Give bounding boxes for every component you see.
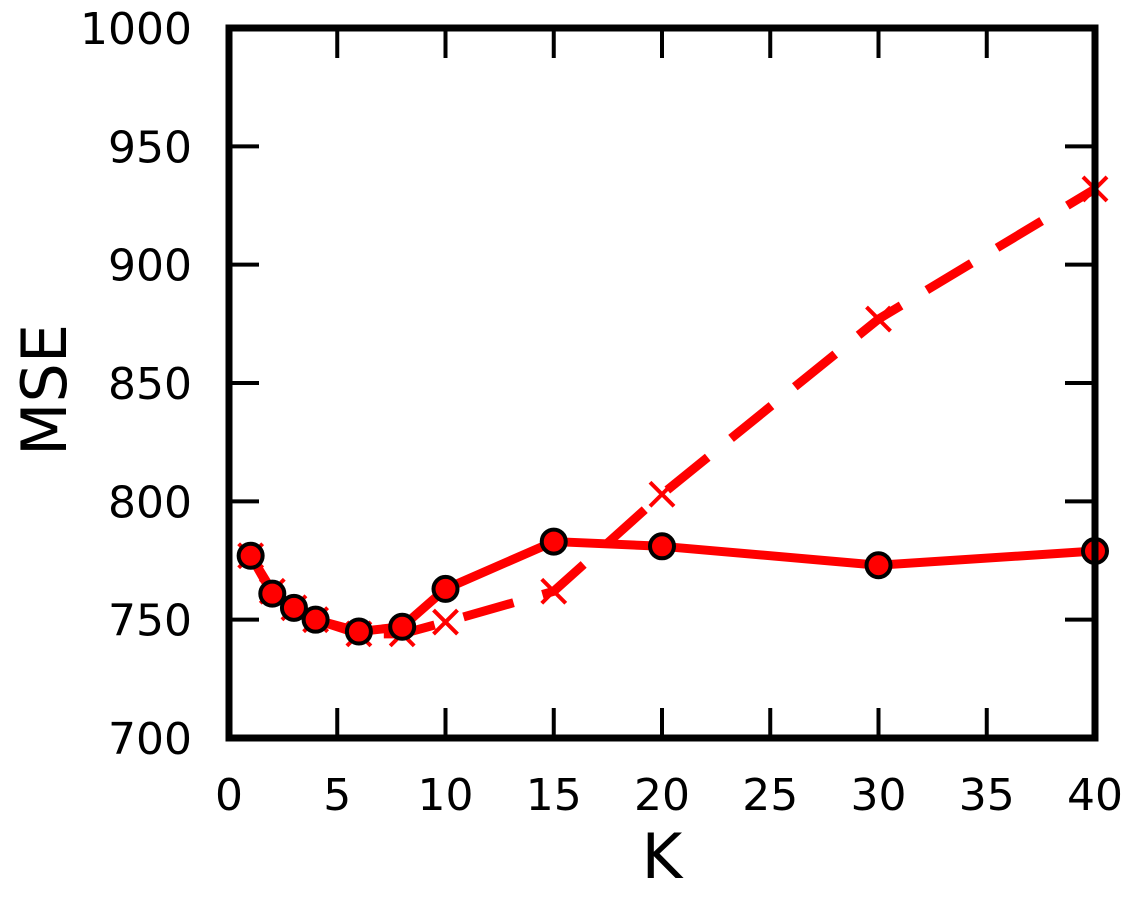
x-tick-label: 30 <box>851 770 907 821</box>
data-point-circle <box>539 527 568 556</box>
series-dashed-x <box>237 175 1109 648</box>
y-tick-label: 850 <box>108 359 192 410</box>
x-tick-label: 5 <box>323 770 351 821</box>
y-tick-label: 750 <box>108 596 192 647</box>
data-point-circle <box>648 532 676 561</box>
x-tick-label: 0 <box>215 770 243 821</box>
x-tick-label: 40 <box>1067 770 1123 821</box>
data-point-x <box>865 305 892 333</box>
x-tick-label: 10 <box>418 770 474 821</box>
x-axis-title: K <box>642 820 684 893</box>
data-point-circle <box>258 579 287 608</box>
data-point-x <box>432 608 459 636</box>
x-tick-label: 15 <box>526 770 582 821</box>
series-line <box>246 185 1098 639</box>
y-tick-label: 1000 <box>80 4 192 55</box>
data-point-circle <box>388 612 417 641</box>
data-point-x <box>648 480 676 508</box>
series-layer <box>236 175 1109 648</box>
data-point-circle <box>279 593 308 622</box>
y-tick-label: 800 <box>108 477 192 528</box>
y-tick-label: 900 <box>108 241 192 292</box>
data-point-x <box>540 577 568 605</box>
data-point-circle <box>301 605 330 634</box>
data-point-circle <box>344 617 373 646</box>
data-point-circle <box>431 574 460 603</box>
y-tick-label: 700 <box>108 714 192 765</box>
data-point-circle <box>864 551 893 580</box>
x-tick-label: 20 <box>634 770 690 821</box>
x-tick-label: 25 <box>742 770 798 821</box>
plot-frame <box>225 24 1099 742</box>
y-tick-label: 950 <box>108 122 192 173</box>
x-tick-label: 35 <box>959 770 1015 821</box>
series-solid-circle <box>236 527 1109 646</box>
y-axis-title: MSE <box>8 324 81 456</box>
data-point-circle <box>236 541 265 570</box>
ticks-layer: 0 5 10 15 20 25 30 35 40 700 750 800 850 900 950 1000 <box>80 4 1123 821</box>
